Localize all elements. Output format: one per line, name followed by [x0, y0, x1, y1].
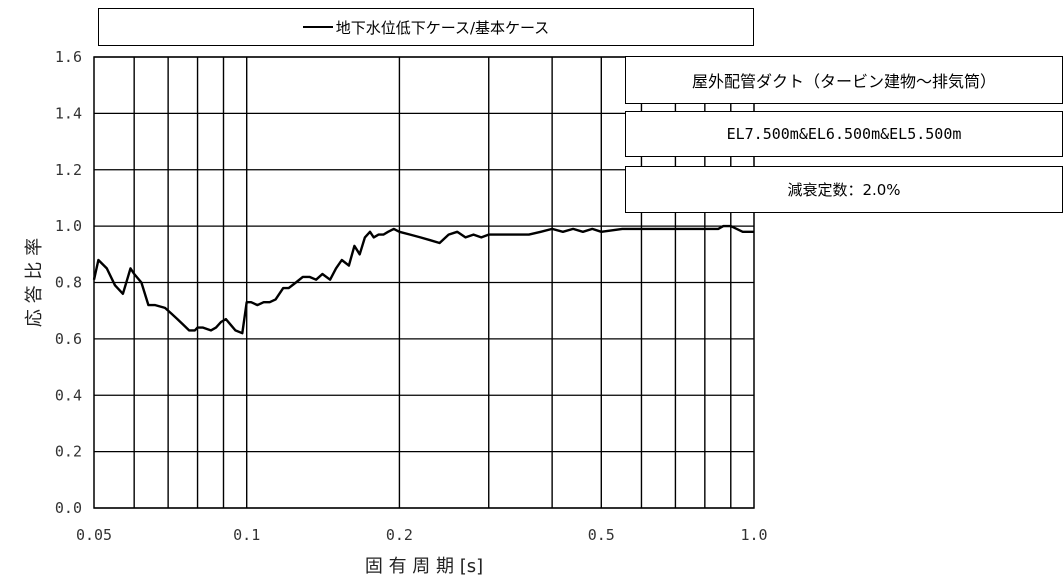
x-tick-label: 0.05 [76, 526, 112, 544]
x-tick-label: 1.0 [740, 526, 767, 544]
x-tick-label: 0.1 [233, 526, 260, 544]
series-layer [92, 224, 754, 335]
info-title-box: 屋外配管ダクト（タービン建物～排気筒） [625, 56, 1063, 104]
x-tick-label: 0.2 [386, 526, 413, 544]
x-axis-title: 固 有 周 期 [s] [365, 556, 483, 576]
elevation-label: EL7.500m&EL6.500m&EL5.500m [726, 125, 962, 143]
legend: 地下水位低下ケース/基本ケース [98, 8, 754, 46]
legend-line-swatch [302, 26, 333, 28]
legend-label: 地下水位低下ケース/基本ケース [335, 18, 550, 37]
y-tick-label: 1.4 [55, 104, 82, 122]
y-tick-label: 1.0 [55, 217, 82, 235]
damping-label: 減衰定数：2.0% [787, 181, 901, 199]
y-tick-label: 0.2 [55, 443, 82, 461]
structure-name: 屋外配管ダクト（タービン建物～排気筒） [691, 72, 996, 91]
plot-frame [93, 56, 755, 509]
info-damping-box: 減衰定数：2.0% [625, 166, 1063, 213]
y-tick-label: 0.4 [55, 386, 82, 404]
y-tick-label: 1.2 [55, 161, 82, 179]
tick-labels: 0.0 0.2 0.4 0.6 0.8 1.0 1.2 1.4 1.6 0.05 0.1 0.2 0.5… [55, 48, 768, 544]
info-level-box: EL7.500m&EL6.500m&EL5.500m [625, 111, 1063, 157]
y-tick-label: 0.0 [55, 499, 82, 517]
y-tick-label: 0.6 [55, 330, 82, 348]
series-line-0 [92, 224, 754, 335]
y-tick-label: 0.8 [55, 274, 82, 292]
x-tick-label: 0.5 [588, 526, 615, 544]
y-tick-label: 1.6 [55, 48, 82, 66]
y-axis-title: 応 答 比 率 [24, 238, 45, 327]
